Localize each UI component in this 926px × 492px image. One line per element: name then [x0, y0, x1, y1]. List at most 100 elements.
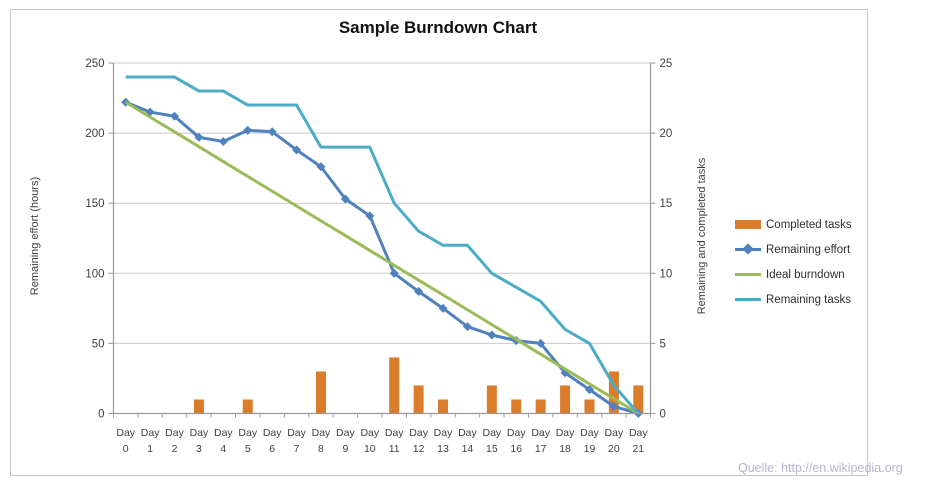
completed-tasks-bar [438, 399, 449, 414]
remaining-effort-marker [292, 145, 302, 155]
x-axis-category-label: 16 [510, 443, 522, 455]
ideal-burndown-line-swatch [735, 273, 761, 276]
x-axis-category-label: 13 [437, 443, 449, 455]
left-axis-tick-label: 200 [85, 128, 104, 140]
x-axis-category-label: 5 [245, 443, 251, 455]
x-axis-category-label: 14 [462, 443, 474, 455]
left-axis-tick-label: 150 [85, 198, 104, 210]
completed-tasks-bar [242, 399, 253, 414]
right-axis-tick-label: 15 [660, 198, 673, 210]
completed-tasks-bar-swatch [735, 220, 761, 229]
remaining-effort-marker [462, 322, 472, 332]
right-axis-tick-label: 10 [660, 268, 673, 280]
x-axis-category-label: Day [263, 427, 282, 439]
x-axis-category-label: Day [605, 427, 624, 439]
remaining-effort-marker [218, 137, 228, 147]
x-axis-category-label: 10 [364, 443, 376, 455]
x-axis-category-label: Day [385, 427, 404, 439]
left-axis-tick-label: 100 [85, 268, 104, 280]
x-axis-category-label: 9 [342, 443, 348, 455]
remaining-effort-marker [414, 287, 424, 297]
remaining-effort-marker [340, 194, 350, 204]
source-note: Quelle: http://en.wikipedia.org [738, 461, 903, 475]
ideal-burndown-line [124, 100, 640, 415]
x-axis-category-label: Day [409, 427, 428, 439]
legend: Completed tasks Remaining effort Ideal b… [735, 212, 852, 312]
completed-tasks-bar [389, 357, 400, 414]
legend-item-remaining-effort: Remaining effort [735, 237, 852, 262]
x-axis-category-label: Day [116, 427, 135, 439]
x-axis-category-label: Day [312, 427, 331, 439]
x-axis-category-label: 6 [269, 443, 275, 455]
completed-tasks-bar [560, 385, 571, 414]
x-axis-category-label: 7 [294, 443, 300, 455]
completed-tasks-bar [315, 371, 326, 414]
x-axis-category-label: Day [360, 427, 379, 439]
completed-tasks-bar [193, 399, 204, 414]
remaining-effort-marker [487, 330, 497, 340]
x-axis-category-label: 11 [389, 443, 400, 455]
x-axis-category-label: 2 [172, 443, 178, 455]
remaining-tasks-line [125, 75, 640, 415]
x-axis-category-label: Day [629, 427, 648, 439]
remaining-effort-marker [316, 162, 326, 172]
remaining-effort-marker [584, 385, 594, 395]
x-axis-category-label: 18 [559, 443, 571, 455]
remaining-effort-marker [389, 268, 399, 278]
completed-tasks-bar [608, 371, 619, 414]
x-axis-category-label: 19 [584, 443, 596, 455]
completed-tasks-bar [633, 385, 644, 414]
right-axis-tick-label: 0 [660, 409, 666, 421]
completed-tasks-bar [413, 385, 424, 414]
x-axis-category-label: Day [458, 427, 477, 439]
x-axis-category-label: 12 [413, 443, 425, 455]
legend-label: Completed tasks [766, 218, 852, 231]
x-axis-category-label: 21 [632, 443, 644, 455]
remaining-effort-marker [438, 303, 448, 313]
remaining-effort-marker [609, 401, 619, 411]
x-axis-category-label: 15 [486, 443, 498, 455]
remaining-effort-marker [243, 125, 253, 135]
x-axis-category-label: 3 [196, 443, 202, 455]
x-axis-category-label: Day [238, 427, 257, 439]
legend-item-ideal-burndown: Ideal burndown [735, 262, 852, 287]
legend-label: Ideal burndown [766, 268, 845, 281]
completed-tasks-bar [584, 399, 595, 414]
completed-tasks-bar [511, 399, 522, 414]
x-axis-category-label: Day [214, 427, 233, 439]
x-axis-category-label: Day [482, 427, 501, 439]
legend-item-completed-tasks: Completed tasks [735, 212, 852, 237]
remaining-effort-marker [194, 132, 204, 142]
right-axis-tick-label: 5 [660, 338, 666, 350]
right-axis-tick-label: 25 [660, 58, 673, 70]
x-axis-category-label: Day [507, 427, 526, 439]
x-axis-category-label: 20 [608, 443, 620, 455]
remaining-effort-marker [536, 338, 546, 348]
completed-tasks-bar [535, 399, 546, 414]
diamond-marker-icon [742, 243, 754, 255]
remaining-effort-marker [170, 111, 180, 121]
x-axis-category-label: 4 [220, 443, 226, 455]
x-axis-category-label: Day [336, 427, 355, 439]
remaining-tasks-line-swatch [735, 298, 761, 301]
chart-title: Sample Burndown Chart [338, 18, 538, 37]
x-axis-category-label: Day [165, 427, 184, 439]
x-axis-category-label: Day [287, 427, 306, 439]
left-axis-tick-label: 250 [85, 58, 104, 70]
left-axis-tick-label: 0 [98, 409, 104, 421]
x-axis-category-label: Day [531, 427, 550, 439]
x-axis-category-label: Day [190, 427, 209, 439]
x-axis-category-label: Day [580, 427, 599, 439]
x-axis-category-label: 0 [123, 443, 129, 455]
x-axis-category-label: 1 [147, 443, 153, 455]
x-axis-category-label: 8 [318, 443, 324, 455]
remaining-effort-line-swatch [735, 243, 761, 255]
remaining-effort-marker [365, 211, 375, 221]
right-axis-tick-label: 20 [660, 128, 673, 140]
x-axis-category-label: 17 [535, 443, 547, 455]
remaining-effort-marker [267, 127, 277, 137]
x-axis-category-label: Day [141, 427, 160, 439]
x-axis-category-label: Day [556, 427, 575, 439]
